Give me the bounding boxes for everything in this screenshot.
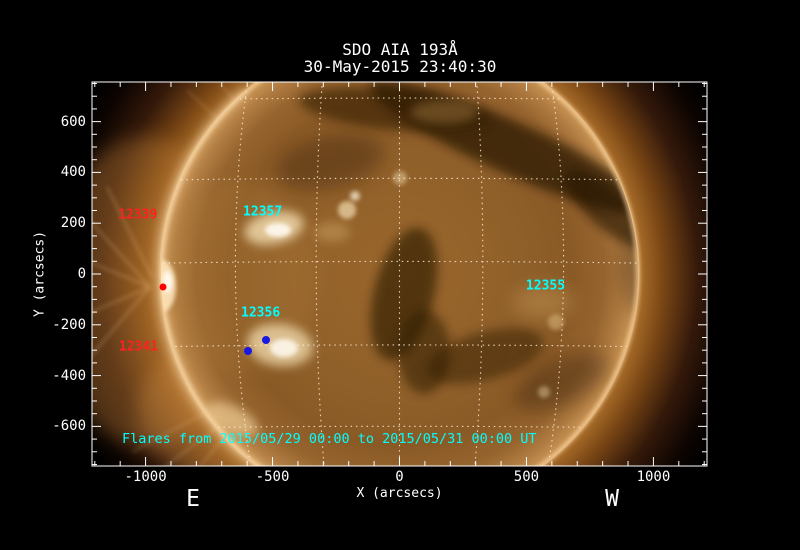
bright-region (410, 100, 478, 124)
y-tick-label: 400 (60, 164, 86, 181)
y-tick-label: -200 (52, 316, 86, 333)
bright-point (538, 386, 550, 398)
east-direction-label: E (186, 486, 200, 512)
bright-point (548, 314, 564, 330)
x-tick-label: -1000 (124, 469, 167, 485)
plot-title: SDO AIA 193Å (342, 40, 458, 59)
x-tick-label: 500 (513, 469, 540, 485)
y-tick-label: 200 (60, 215, 86, 232)
y-tick-label: -400 (52, 367, 86, 384)
solar-disk-image (92, 82, 707, 466)
bright-region (314, 222, 350, 242)
bright-region (514, 285, 574, 319)
plot-timestamp: 30-May-2015 23:40:30 (303, 57, 497, 76)
x-axis-label: X (arcsecs) (356, 486, 443, 501)
bright-point (338, 201, 356, 219)
active-region-core (270, 339, 298, 357)
flare-caption: Flares from 2015/05/29 00:00 to 2015/05/… (122, 431, 537, 447)
west-direction-label: W (605, 486, 619, 512)
active-region-core (265, 223, 291, 237)
x-tick-label: 1000 (636, 469, 671, 485)
bright-point (350, 191, 360, 201)
x-tick-label: 0 (395, 469, 404, 485)
y-tick-label: 600 (60, 113, 86, 130)
x-tick-label: -500 (255, 469, 290, 485)
y-tick-label: 0 (77, 266, 86, 282)
y-tick-label: -600 (52, 418, 86, 435)
